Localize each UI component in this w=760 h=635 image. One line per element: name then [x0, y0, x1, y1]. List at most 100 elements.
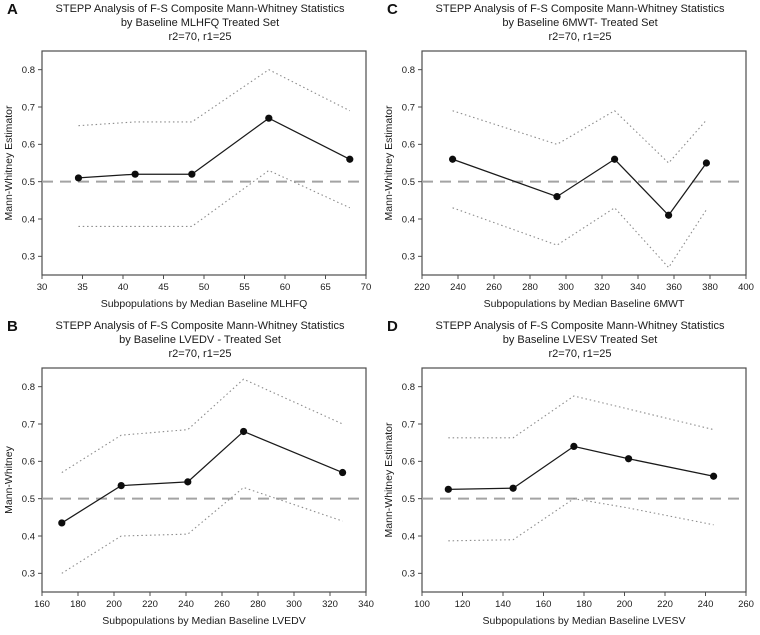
y-tick-label: 0.4	[22, 214, 35, 225]
x-tick-label: 260	[214, 599, 230, 610]
title-line-3: r2=70, r1=25	[548, 348, 612, 360]
y-tick-label: 0.8	[22, 65, 35, 76]
x-tick-label: 380	[702, 282, 718, 293]
plot-frame	[421, 50, 747, 276]
title-line-3: r2=70, r1=25	[168, 31, 232, 43]
data-point-marker	[184, 478, 192, 486]
x-tick-label: 55	[239, 282, 250, 293]
x-tick-label: 35	[77, 282, 88, 293]
confidence-band-line	[78, 169, 351, 228]
data-point-marker	[570, 442, 578, 450]
chart-c: 220 240 260 280 300 320 340 360 380 400 0.3 0.4 0.5 0…	[383, 50, 754, 310]
y-tick-label: 0.6	[22, 140, 35, 151]
x-tick-label: 220	[414, 282, 430, 293]
y-tick-label: 0.5	[402, 494, 415, 505]
y-tick-label: 0.3	[22, 569, 35, 580]
y-tick-label: 0.5	[402, 177, 415, 188]
panel-title-d: STEPP Analysis of F-S Composite Mann-Whi…	[408, 319, 752, 361]
y-tick-label: 0.5	[22, 494, 35, 505]
data-point-marker	[444, 485, 452, 493]
x-tick-label: 180	[576, 599, 592, 610]
y-axis-label: Mann-Whitney Estimator	[3, 105, 15, 220]
x-tick-label: 260	[738, 599, 754, 610]
panel-letter-a: A	[7, 1, 18, 18]
data-point-marker	[553, 193, 561, 201]
y-tick-label: 0.8	[402, 65, 415, 76]
y-tick-label: 0.6	[402, 457, 415, 468]
x-tick-label: 280	[250, 599, 266, 610]
plot-frame	[41, 367, 367, 593]
panel-title-a: STEPP Analysis of F-S Composite Mann-Whi…	[28, 2, 372, 44]
title-line-1: STEPP Analysis of F-S Composite Mann-Whi…	[435, 320, 725, 332]
chart-b: 160 180 200 220 240 260 280 300 320 340 0.3 0.4 0.5 0…	[3, 367, 374, 627]
y-tick-label: 0.4	[402, 531, 415, 542]
chart-d: 100 120 140 160 180 200 220 240 260 0.3 0.4 0.5 0.6 0…	[383, 367, 754, 627]
x-tick-label: 160	[536, 599, 552, 610]
title-line-1: STEPP Analysis of F-S Composite Mann-Whi…	[55, 3, 345, 15]
x-tick-label: 60	[280, 282, 291, 293]
x-tick-label: 120	[455, 599, 471, 610]
y-tick-label: 0.8	[22, 382, 35, 393]
x-tick-label: 70	[361, 282, 372, 293]
x-tick-label: 280	[522, 282, 538, 293]
data-point-marker	[702, 159, 710, 167]
title-line-3: r2=70, r1=25	[168, 348, 232, 360]
plot-frame	[41, 50, 367, 276]
y-tick-label: 0.8	[402, 382, 415, 393]
data-point-marker	[188, 170, 196, 178]
data-point-marker	[339, 468, 347, 477]
plot-frame	[421, 367, 747, 593]
y-tick-label: 0.7	[402, 419, 415, 430]
y-tick-label: 0.6	[402, 140, 415, 151]
panel-d: D STEPP Analysis of F-S Composite Mann-W…	[380, 317, 760, 635]
x-tick-label: 340	[630, 282, 646, 293]
x-axis-label: Subpopulations by Median Baseline LVEDV	[102, 615, 306, 627]
x-tick-label: 30	[37, 282, 48, 293]
y-tick-label: 0.3	[402, 569, 415, 580]
x-tick-label: 320	[594, 282, 610, 293]
x-tick-label: 220	[657, 599, 673, 610]
x-tick-label: 220	[142, 599, 158, 610]
y-tick-label: 0.7	[402, 102, 415, 113]
x-tick-label: 260	[486, 282, 502, 293]
panel-b: B STEPP Analysis of F-S Composite Mann-W…	[0, 317, 380, 635]
x-tick-label: 40	[118, 282, 129, 293]
title-line-2: by Baseline 6MWT- Treated Set	[502, 17, 658, 29]
panel-a: A STEPP Analysis of F-S Composite Mann-W…	[0, 0, 380, 318]
x-axis-label: Subpopulations by Median Baseline MLHFQ	[101, 298, 308, 310]
y-tick-label: 0.6	[22, 457, 35, 468]
title-line-2: by Baseline MLHFQ Treated Set	[120, 17, 280, 29]
x-tick-label: 160	[34, 599, 50, 610]
data-point-marker	[74, 174, 83, 182]
data-point-marker	[240, 427, 248, 436]
x-tick-label: 180	[70, 599, 86, 610]
x-axis-label: Subpopulations by Median Baseline LVESV	[483, 615, 686, 627]
y-tick-label: 0.3	[22, 252, 35, 263]
x-tick-label: 65	[320, 282, 331, 293]
y-tick-label: 0.7	[22, 102, 35, 113]
x-tick-label: 50	[199, 282, 210, 293]
panel-c: C STEPP Analysis of F-S Composite Mann-W…	[380, 0, 760, 318]
confidence-band-line	[61, 486, 343, 574]
x-tick-label: 320	[322, 599, 338, 610]
y-axis-label: Mann-Whitney Estimator	[383, 422, 395, 537]
y-tick-label: 0.7	[22, 419, 35, 430]
x-tick-label: 300	[286, 599, 302, 610]
data-point-marker	[131, 170, 139, 178]
y-axis-label: Mann-Whitney	[3, 445, 15, 513]
x-tick-label: 400	[738, 282, 754, 293]
confidence-band-line	[61, 378, 343, 473]
x-tick-label: 300	[558, 282, 574, 293]
data-point-marker	[710, 472, 718, 480]
y-tick-label: 0.5	[22, 177, 35, 188]
x-tick-label: 340	[358, 599, 374, 610]
title-line-2: by Baseline LVEDV - Treated Set	[119, 334, 281, 346]
y-tick-label: 0.4	[22, 531, 35, 542]
panel-letter-c: C	[387, 1, 398, 18]
x-tick-label: 100	[414, 599, 430, 610]
data-point-marker	[624, 455, 633, 463]
x-tick-label: 200	[106, 599, 122, 610]
y-tick-label: 0.3	[402, 252, 415, 263]
panel-letter-d: D	[387, 318, 398, 335]
